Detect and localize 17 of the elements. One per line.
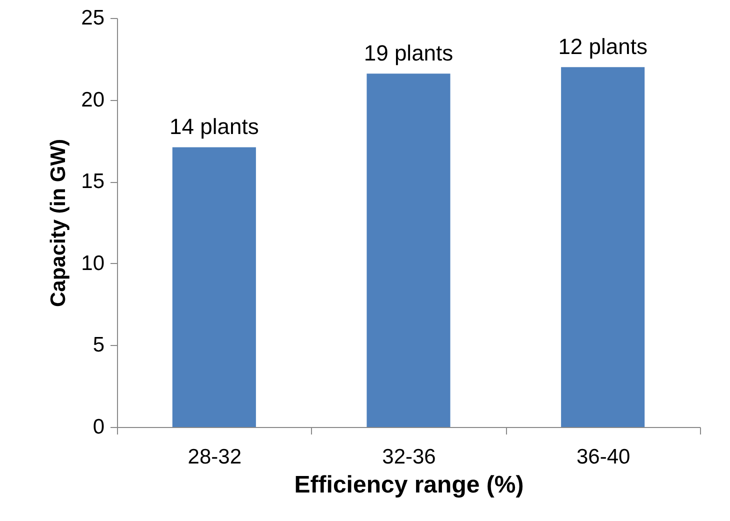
x-tick-label: 36-40 xyxy=(576,446,630,468)
y-tick-label: 25 xyxy=(81,6,104,30)
y-tick-label: 0 xyxy=(92,416,104,438)
annotation: 14 plants xyxy=(170,114,259,140)
y-tick-label: 20 xyxy=(81,88,104,112)
y-axis-title: Capacity (in GW) xyxy=(47,138,70,308)
y-tick-label: 15 xyxy=(81,170,104,194)
x-axis-title: Efficiency range (%) xyxy=(294,472,524,498)
bar xyxy=(366,74,450,427)
y-tick-label: 10 xyxy=(81,252,104,275)
y-tick-label: 5 xyxy=(92,334,104,357)
bar xyxy=(561,67,645,427)
annotation: 12 plants xyxy=(558,34,648,60)
annotation: 19 plants xyxy=(364,40,454,66)
x-tick-label: 28-32 xyxy=(188,446,242,468)
x-tick-label: 32-36 xyxy=(382,446,436,468)
bar xyxy=(172,147,256,427)
